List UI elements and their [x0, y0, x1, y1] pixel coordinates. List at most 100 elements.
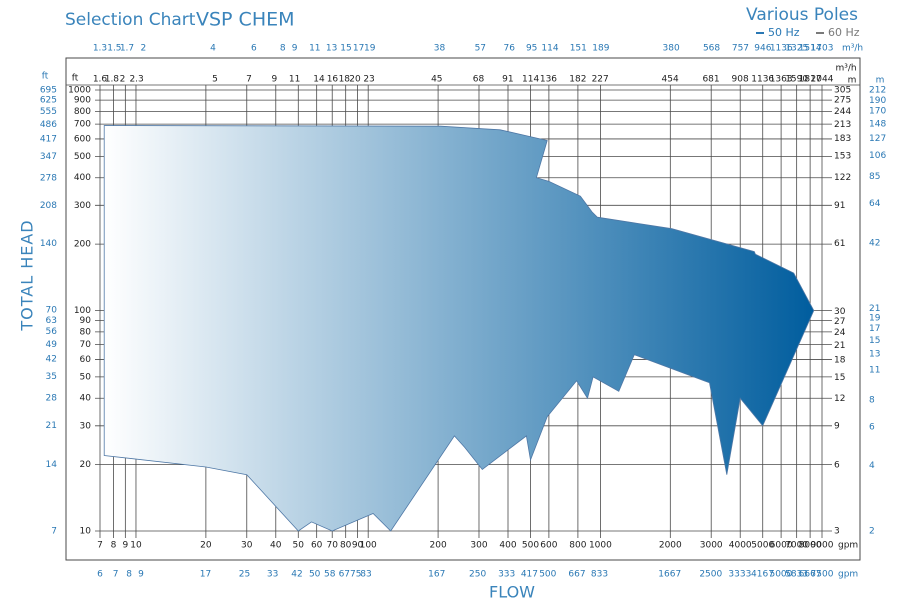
secondary-tick-label: 17: [200, 570, 211, 580]
secondary-tick-label: 9: [138, 570, 144, 580]
secondary-tick-label: 1136: [751, 75, 774, 85]
secondary-tick-label: 64: [869, 199, 881, 209]
secondary-tick-label: 417: [40, 134, 57, 144]
secondary-tick-label: 227: [592, 75, 609, 85]
secondary-tick-label: 182: [569, 75, 586, 85]
secondary-unit: ft: [42, 72, 49, 82]
secondary-tick-label: 1325: [785, 44, 808, 54]
secondary-tick-label: 21: [834, 341, 845, 351]
secondary-tick-label: 67: [339, 570, 350, 580]
secondary-tick-label: 75: [350, 570, 361, 580]
secondary-tick-label: 68: [473, 75, 485, 85]
x-tick-label: 2000: [659, 541, 682, 551]
secondary-tick-label: 19: [869, 314, 881, 324]
secondary-tick-label: 15: [340, 44, 351, 54]
secondary-tick-label: 153: [834, 151, 851, 161]
secondary-tick-label: 45: [431, 75, 442, 85]
x-axis-title: FLOW: [489, 583, 535, 602]
secondary-tick-label: 42: [291, 570, 302, 580]
secondary-tick-label: 417: [521, 570, 538, 580]
secondary-tick-label: 8: [280, 44, 286, 54]
x-tick-label: 1000: [589, 541, 612, 551]
secondary-tick-label: 15: [834, 373, 845, 383]
x-tick-label: 8: [111, 541, 117, 551]
secondary-tick-label: 833: [591, 570, 608, 580]
secondary-tick-label: 6: [251, 44, 257, 54]
y-tick-label: 900: [74, 96, 91, 106]
secondary-tick-label: 625: [40, 96, 57, 106]
secondary-tick-label: 7: [113, 570, 119, 580]
secondary-tick-label: 208: [40, 201, 57, 211]
y-tick-label: 60: [80, 355, 92, 365]
secondary-unit: m³/h: [842, 44, 863, 54]
secondary-tick-label: 500: [539, 570, 556, 580]
secondary-unit: m: [848, 76, 857, 86]
secondary-tick-label: 9: [292, 44, 298, 54]
y-tick-label: 10: [80, 527, 92, 537]
secondary-tick-label: 11: [289, 75, 300, 85]
y-tick-label: 400: [74, 173, 91, 183]
secondary-tick-label: 189: [592, 44, 609, 54]
selection-area: [103, 125, 815, 532]
secondary-tick-label: 183: [834, 134, 851, 144]
secondary-tick-label: 114: [541, 44, 558, 54]
x-tick-label: 30: [241, 541, 253, 551]
secondary-tick-label: 2: [869, 527, 875, 537]
secondary-tick-label: 1136: [770, 44, 793, 54]
secondary-tick-label: 681: [702, 75, 719, 85]
secondary-tick-label: 20: [349, 75, 361, 85]
secondary-tick-label: 5: [212, 75, 218, 85]
secondary-tick-label: 167: [428, 570, 445, 580]
secondary-tick-label: 13: [869, 349, 880, 359]
secondary-tick-label: 1.5: [107, 44, 121, 54]
legend-label: 60 Hz: [828, 26, 860, 39]
secondary-unit: gpm: [838, 570, 858, 580]
y-tick-label: 200: [74, 240, 91, 250]
secondary-tick-label: 49: [46, 340, 58, 350]
secondary-tick-label: 4: [869, 461, 875, 471]
secondary-tick-label: 15: [869, 336, 880, 346]
secondary-tick-label: 61: [834, 239, 845, 249]
x-tick-label: 7000: [785, 541, 808, 551]
secondary-tick-label: 454: [662, 75, 679, 85]
secondary-tick-label: 23: [363, 75, 374, 85]
secondary-tick-label: 7500: [811, 570, 834, 580]
secondary-tick-label: 50: [309, 570, 321, 580]
secondary-tick-label: 8: [869, 395, 875, 405]
secondary-tick-label: 347: [40, 152, 57, 162]
secondary-tick-label: 2.3: [129, 75, 143, 85]
x-tick-label: 9: [122, 541, 128, 551]
y-tick-label: 90: [80, 316, 92, 326]
secondary-tick-label: 24: [834, 328, 846, 338]
secondary-tick-label: 83: [360, 570, 371, 580]
x-tick-label: 7: [97, 541, 103, 551]
secondary-tick-label: 1590: [785, 75, 808, 85]
secondary-tick-label: 6: [869, 423, 875, 433]
secondary-tick-label: 568: [703, 44, 720, 54]
x-tick-label: 70: [326, 541, 338, 551]
secondary-tick-label: 70: [46, 306, 58, 316]
x-tick-label: 3000: [700, 541, 723, 551]
secondary-tick-label: 11: [309, 44, 320, 54]
x-tick-label: 4000: [729, 541, 752, 551]
secondary-tick-label: 212: [869, 86, 886, 96]
y-tick-label: 1000: [68, 86, 91, 96]
secondary-tick-label: 127: [869, 134, 886, 144]
x-tick-label: 300: [470, 541, 487, 551]
secondary-tick-label: 63: [46, 316, 57, 326]
y-tick-label: 30: [80, 421, 92, 431]
secondary-tick-label: 667: [568, 570, 585, 580]
secondary-tick-label: 6667: [799, 570, 822, 580]
y-tick-label: 70: [80, 340, 92, 350]
secondary-tick-label: 18: [339, 75, 351, 85]
x-tick-label: 800: [569, 541, 586, 551]
secondary-tick-label: 28: [46, 394, 58, 404]
secondary-tick-label: 21: [46, 421, 57, 431]
secondary-tick-label: 85: [869, 172, 880, 182]
x-tick-label: 9000: [811, 541, 834, 551]
secondary-tick-label: 6: [834, 460, 840, 470]
secondary-tick-label: 14: [313, 75, 325, 85]
legend-title: Various Poles: [746, 5, 858, 25]
secondary-tick-label: 275: [834, 95, 851, 105]
secondary-tick-label: 17: [353, 44, 364, 54]
